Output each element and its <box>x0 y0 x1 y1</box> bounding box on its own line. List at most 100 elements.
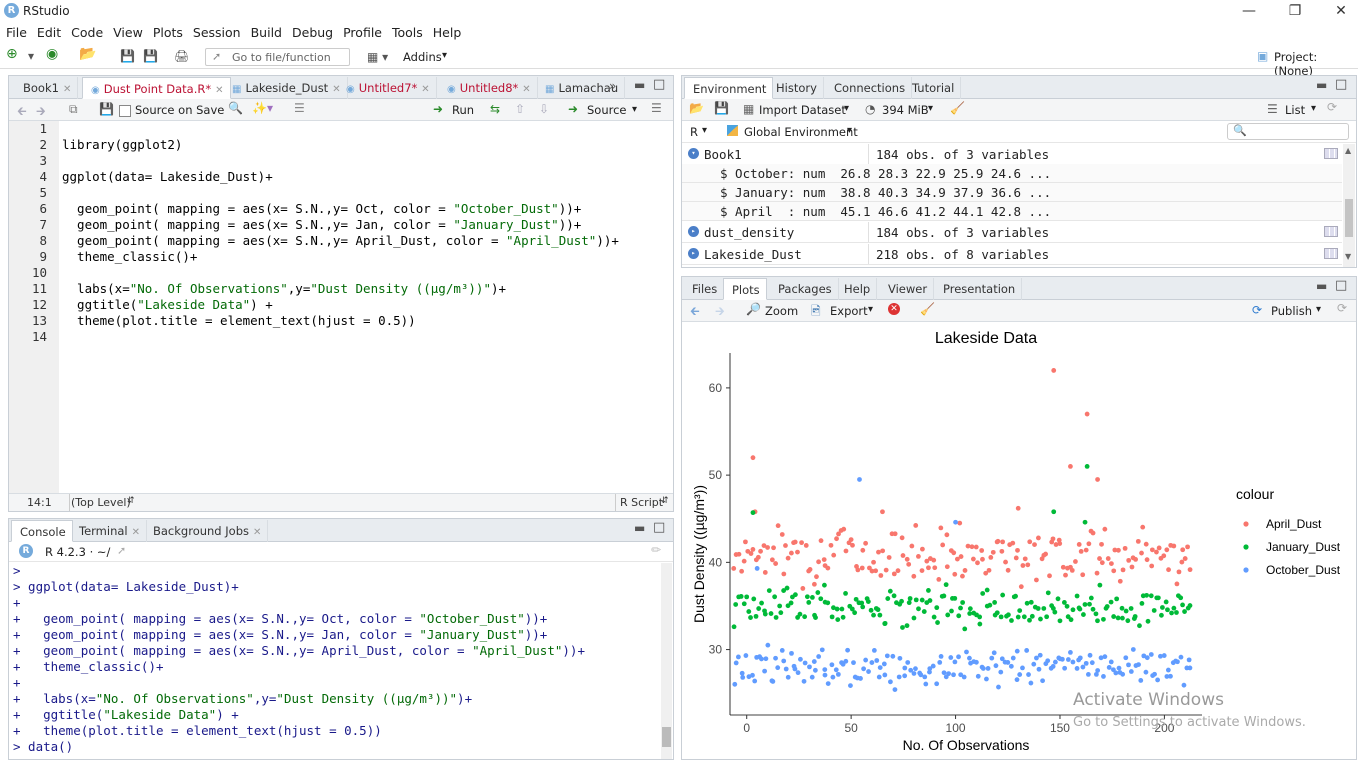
rerun-icon[interactable]: ⇆ <box>490 102 501 116</box>
goto-file-input[interactable]: Go to file/function <box>205 48 350 66</box>
view-data-icon[interactable] <box>1324 248 1338 259</box>
environment-row[interactable]: ▾ Book1 184 obs. of 3 variables <box>682 144 1342 165</box>
menu-profile[interactable]: Profile <box>343 25 382 40</box>
new-project-icon[interactable]: ◉ <box>46 46 59 62</box>
expand-icon[interactable]: ▸ <box>688 248 699 259</box>
publish-button[interactable]: Publish <box>1271 304 1312 318</box>
tab-history[interactable]: History <box>768 77 824 99</box>
tab-untitled8[interactable]: ◉ Untitled8* ✕ <box>439 77 538 99</box>
tab-terminal[interactable]: Terminal ✕ <box>71 520 147 542</box>
refresh-icon[interactable]: ⟳ <box>1327 100 1338 114</box>
variable-detail-row[interactable]: $ April : num 45.1 46.6 41.2 44.1 42.8 .… <box>682 202 1342 221</box>
tab-dust-point-data-r[interactable]: ◉ Dust Point Data.R* ✕ <box>82 77 231 99</box>
environment-search-input[interactable]: 🔍 <box>1227 123 1349 140</box>
variable-detail-row[interactable]: $ January: num 38.8 40.3 34.9 37.9 36.6 … <box>682 183 1342 202</box>
tab-environment[interactable]: Environment <box>684 77 774 99</box>
search-icon[interactable]: 🔍 <box>228 101 243 115</box>
scroll-thumb[interactable] <box>1345 199 1353 237</box>
environment-scope-selector[interactable]: Global Environment <box>744 125 858 139</box>
back-icon[interactable]: 🡰 <box>17 104 27 118</box>
new-file-icon[interactable]: ⊕ <box>6 46 18 62</box>
dropdown-icon[interactable]: ▾ <box>28 49 35 63</box>
show-in-window-icon[interactable]: ⧉ <box>69 102 78 116</box>
next-plot-icon[interactable]: 🡲 <box>715 304 725 318</box>
menu-file[interactable]: File <box>6 25 27 40</box>
close-tab-icon[interactable]: ✕ <box>522 84 531 95</box>
maximize-button[interactable]: ❐ <box>1288 3 1302 19</box>
goto-dir-icon[interactable]: ➚ <box>117 544 127 557</box>
code-editor[interactable]: library(ggplot2) ggplot(data= Lakeside_Du… <box>62 121 672 493</box>
tab-presentation[interactable]: Presentation <box>935 278 1023 300</box>
outline-icon[interactable]: ☰ <box>294 101 305 115</box>
project-menu[interactable]: Project: (None) <box>1274 50 1318 78</box>
import-dataset-button[interactable]: Import Dataset <box>759 103 846 117</box>
down-icon[interactable]: ⇩ <box>539 102 550 116</box>
menu-tools[interactable]: Tools <box>391 25 423 40</box>
tab-packages[interactable]: Packages <box>770 278 839 300</box>
view-data-icon[interactable] <box>1324 148 1338 159</box>
maximize-pane-icon[interactable]: □ <box>653 77 666 92</box>
close-tab-icon[interactable]: ✕ <box>421 84 430 95</box>
tab-console[interactable]: Console <box>11 520 73 542</box>
variable-detail-row[interactable]: $ October: num 26.8 28.3 22.9 25.9 24.6 … <box>682 164 1342 183</box>
more-tabs-icon[interactable]: » <box>609 79 617 93</box>
minimize-pane-icon[interactable]: ▬ <box>634 521 646 535</box>
source-chevron-icon[interactable]: ▾ <box>632 104 638 115</box>
close-tab-icon[interactable]: ✕ <box>332 84 341 95</box>
remove-plot-icon[interactable]: ✕ <box>888 303 900 315</box>
scroll-up-icon[interactable]: ▲ <box>1345 146 1352 155</box>
tab-tutorial[interactable]: Tutorial <box>904 77 962 99</box>
menu-plots[interactable]: Plots <box>152 25 183 40</box>
close-tab-icon[interactable]: ✕ <box>131 527 140 538</box>
environment-row[interactable]: ▸ Lakeside_Dust 218 obs. of 8 variables <box>682 244 1342 265</box>
tab-untitled7[interactable]: ◉ Untitled7* ✕ <box>338 77 437 99</box>
menu-lines-icon[interactable]: ☰ <box>651 101 662 115</box>
print-icon[interactable]: 🖨 <box>174 49 190 63</box>
broom-icon[interactable]: 🧹 <box>950 101 965 115</box>
close-tab-icon[interactable]: ✕ <box>215 85 224 96</box>
minimize-pane-icon[interactable]: ▬ <box>634 78 646 92</box>
menu-build[interactable]: Build <box>250 25 282 40</box>
tab-viewer[interactable]: Viewer <box>880 278 935 300</box>
open-folder-icon[interactable]: 📂 <box>79 46 97 62</box>
maximize-pane-icon[interactable]: □ <box>653 520 666 535</box>
load-workspace-icon[interactable]: 📂 <box>689 101 704 115</box>
memory-usage[interactable]: 394 MiB <box>882 103 929 117</box>
close-button[interactable]: ✕ <box>1335 3 1347 19</box>
close-tab-icon[interactable]: ✕ <box>252 527 262 538</box>
tab-lakeside-dust[interactable]: ▦ Lakeside_Dust ✕ <box>224 77 348 99</box>
save-icon[interactable]: 💾 <box>120 49 135 63</box>
previous-plot-icon[interactable]: 🡰 <box>690 304 700 318</box>
menu-help[interactable]: Help <box>432 25 462 40</box>
minimize-pane-icon[interactable]: ▬ <box>1316 78 1328 92</box>
menu-code[interactable]: Code <box>71 25 104 40</box>
save-workspace-icon[interactable]: 💾 <box>714 101 729 115</box>
clear-plots-icon[interactable]: 🧹 <box>920 302 935 316</box>
source-on-save-checkbox[interactable] <box>119 105 131 117</box>
minimize-button[interactable]: — <box>1242 3 1256 19</box>
console-output[interactable]: > > ggplot(data= Lakeside_Dust)+ + + geom_p… <box>13 563 661 759</box>
environment-scrollbar[interactable]: ▲ ▼ <box>1343 144 1355 267</box>
scroll-thumb[interactable] <box>662 727 671 747</box>
menu-view[interactable]: View <box>113 25 143 40</box>
code-tools-icon[interactable]: ✨▾ <box>252 101 273 115</box>
file-type-selector[interactable]: R Script <box>620 496 664 509</box>
collapse-icon[interactable]: ▾ <box>688 148 699 159</box>
up-icon[interactable]: ⇧ <box>515 102 526 116</box>
view-data-icon[interactable] <box>1324 226 1338 237</box>
tab-files[interactable]: Files <box>684 278 725 300</box>
list-view-selector[interactable]: List <box>1285 103 1306 117</box>
save-all-icon[interactable]: 💾 <box>143 49 158 63</box>
language-selector[interactable]: R <box>690 125 698 139</box>
minimize-pane-icon[interactable]: ▬ <box>1316 279 1328 293</box>
tab-background-jobs[interactable]: Background Jobs ✕ <box>145 520 269 542</box>
console-scrollbar[interactable] <box>661 563 672 759</box>
tab-plots[interactable]: Plots <box>723 278 767 300</box>
maximize-pane-icon[interactable]: □ <box>1335 278 1348 293</box>
scope-selector[interactable]: (Top Level) <box>71 496 131 509</box>
menu-edit[interactable]: Edit <box>36 25 62 40</box>
save-file-icon[interactable]: 💾 <box>99 102 114 116</box>
run-button[interactable]: Run <box>452 103 475 117</box>
maximize-pane-icon[interactable]: □ <box>1335 77 1348 92</box>
tab-lamachau[interactable]: ▦ Lamachau <box>537 77 626 99</box>
